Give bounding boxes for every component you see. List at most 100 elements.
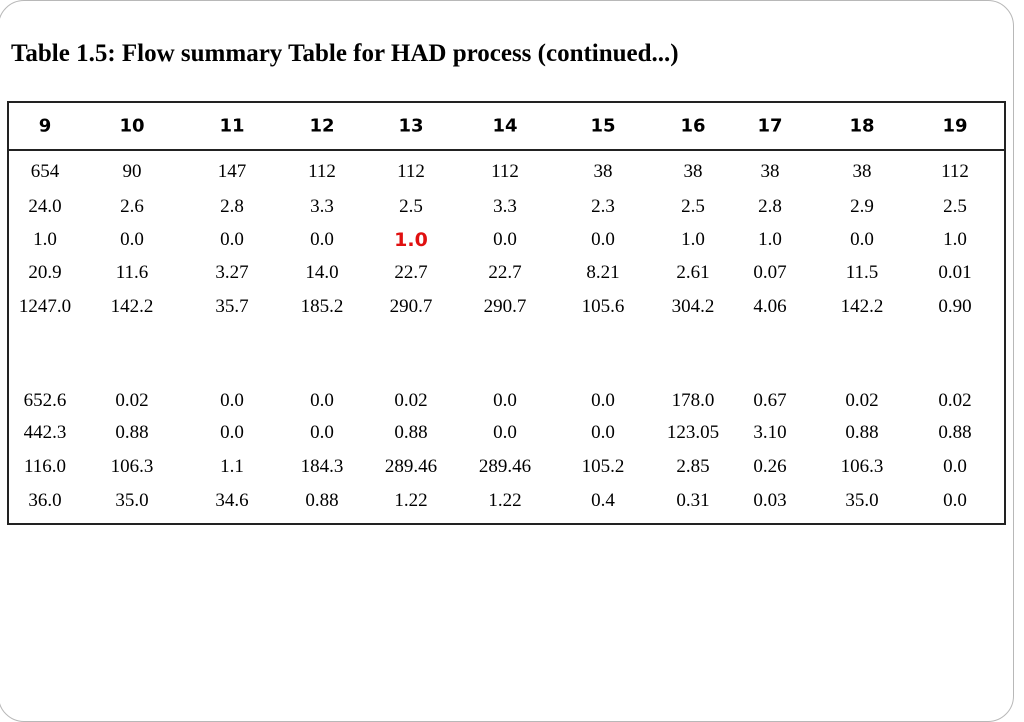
header-cell: 15 [590,115,616,137]
table-cell: 106.3 [110,456,154,477]
table-cell: 0.0 [220,422,244,443]
table-cell: 0.88 [938,422,972,443]
table-cell: 123.05 [666,422,720,443]
table-cell: 20.9 [28,262,62,283]
table-cell: 290.7 [389,296,433,317]
table-cell: 34.6 [215,490,249,511]
header-cell: 14 [492,115,518,137]
table-cell: 11.5 [845,262,879,283]
table-cell: 116.0 [23,456,67,477]
table-cell: 3.27 [215,262,249,283]
table-cell: 304.2 [671,296,715,317]
table-cell: 0.07 [753,262,787,283]
table-cell: 0.88 [845,422,879,443]
table-cell: 4.06 [753,296,787,317]
header-cell: 18 [849,115,875,137]
table-cell: 0.0 [220,390,244,411]
table-cell: 0.0 [310,390,334,411]
table-cell: 0.01 [938,262,972,283]
table-cell: 142.2 [840,296,884,317]
table-cell: 0.88 [394,422,428,443]
table-cell: 11.6 [115,262,149,283]
table-cell: 112 [397,161,425,182]
table-cell: 654 [30,161,60,182]
table-cell: 0.02 [394,390,428,411]
table-cell: 112 [941,161,969,182]
table-cell: 0.0 [943,490,967,511]
table-cell: 442.3 [23,422,67,443]
table-cell: 22.7 [488,262,522,283]
table-cell: 0.0 [591,422,615,443]
table-cell: 8.21 [586,262,620,283]
table-cell: 1.0 [758,229,782,250]
table-cell: 0.02 [845,390,879,411]
table-cell: 2.6 [120,196,144,217]
table-cell: 0.26 [753,456,787,477]
table-cell: 0.0 [120,229,144,250]
table-cell: 0.0 [310,229,334,250]
table-cell: 1.0 [33,229,57,250]
header-cell: 10 [119,115,145,137]
table-cell: 2.5 [399,196,423,217]
table-cell: 0.0 [591,390,615,411]
table-cell: 2.5 [943,196,967,217]
header-cell: 12 [309,115,335,137]
header-cell: 9 [38,115,52,137]
table-cell: 0.88 [115,422,149,443]
table-cell: 14.0 [305,262,339,283]
table-cell: 106.3 [840,456,884,477]
table-cell: 0.0 [493,390,517,411]
header-cell: 11 [219,115,245,137]
table-cell: 38 [852,161,872,182]
table-cell: 0.0 [943,456,967,477]
table-cell: 0.0 [493,229,517,250]
table-border [7,101,1006,525]
table-cell: 35.0 [115,490,149,511]
table-cell: 652.6 [23,390,67,411]
table-cell: 1.22 [394,490,428,511]
header-cell: 17 [757,115,783,137]
table-cell: 0.90 [938,296,972,317]
table-cell: 105.2 [581,456,625,477]
table-cell: 0.67 [753,390,787,411]
table-cell: 289.46 [478,456,532,477]
table-cell: 1.22 [488,490,522,511]
table-cell: 38 [683,161,703,182]
table-cell: 0.02 [938,390,972,411]
table-cell: 178.0 [671,390,715,411]
table-cell: 0.0 [493,422,517,443]
table-cell: 0.0 [850,229,874,250]
table-cell: 2.5 [681,196,705,217]
table-cell: 2.3 [591,196,615,217]
header-cell: 13 [398,115,424,137]
table-title: Table 1.5: Flow summary Table for HAD pr… [11,40,679,67]
table-cell: 2.61 [676,262,710,283]
table-cell: 147 [217,161,247,182]
table-cell: 0.03 [753,490,787,511]
table-cell: 184.3 [300,456,344,477]
table-cell: 35.7 [215,296,249,317]
table-cell: 2.85 [676,456,710,477]
table-cell: 0.0 [591,229,615,250]
table-cell: 0.4 [591,490,615,511]
table-cell: 38 [760,161,780,182]
table-cell: 90 [122,161,142,182]
table-cell: 1.0 [681,229,705,250]
table-cell: 105.6 [581,296,625,317]
table-cell: 1247.0 [18,296,72,317]
table-cell: 2.9 [850,196,874,217]
table-cell: 22.7 [394,262,428,283]
table-cell: 2.8 [220,196,244,217]
table-cell: 0.02 [115,390,149,411]
table-cell: 0.0 [310,422,334,443]
table-cell: 2.8 [758,196,782,217]
header-rule [7,149,1004,151]
table-cell: 3.3 [310,196,334,217]
table-cell: 3.3 [493,196,517,217]
table-cell: 35.0 [845,490,879,511]
table-cell: 289.46 [384,456,438,477]
table-cell: 1.0 [394,229,428,251]
table-cell: 142.2 [110,296,154,317]
table-cell: 36.0 [28,490,62,511]
